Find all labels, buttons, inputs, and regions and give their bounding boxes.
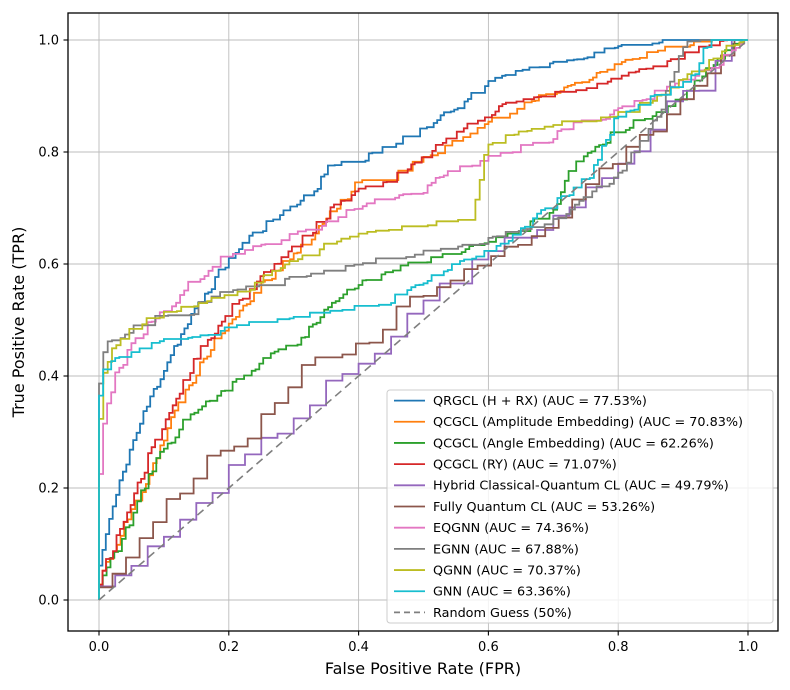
legend-label: QRGCL (H + RX) (AUC = 77.53%) — [433, 394, 647, 409]
roc-curve-egnn — [98, 39, 748, 600]
y-tick-label: 0.6 — [38, 258, 59, 273]
legend-item: Fully Quantum CL (AUC = 53.26%) — [394, 500, 655, 515]
x-tick-label: 0.2 — [218, 640, 239, 655]
legend-item: QCGCL (Amplitude Embedding) (AUC = 70.83… — [394, 415, 743, 430]
y-tick-label: 0.8 — [38, 146, 59, 161]
legend-label: EGNN (AUC = 67.88%) — [433, 542, 579, 557]
legend-label: Hybrid Classical-Quantum CL (AUC = 49.79… — [433, 479, 729, 494]
y-tick-label: 0.2 — [38, 482, 59, 497]
roc-curve-qcgcl-angle-embedding- — [98, 39, 748, 600]
roc-curve-gnn — [98, 39, 748, 600]
x-tick-label: 0.4 — [348, 640, 369, 655]
x-tick-label: 0.6 — [478, 640, 499, 655]
roc-curve-eqgnn — [98, 39, 748, 600]
legend-item: EQGNN (AUC = 74.36%) — [394, 521, 589, 536]
legend-label: EQGNN (AUC = 74.36%) — [433, 521, 589, 536]
roc-curve-qcgcl-amplitude-embedding- — [98, 39, 748, 600]
legend-item: QCGCL (RY) (AUC = 71.07%) — [394, 458, 617, 473]
x-tick-label: 1.0 — [738, 640, 759, 655]
y-tick-label: 0.4 — [38, 370, 59, 385]
legend-label: QCGCL (RY) (AUC = 71.07%) — [433, 458, 617, 473]
roc-curves — [98, 39, 749, 601]
x-axis-label: False Positive Rate (FPR) — [325, 659, 521, 678]
legend-item: QGNN (AUC = 70.37%) — [394, 563, 581, 578]
roc-curve-qgnn — [98, 39, 748, 600]
legend-label: QGNN (AUC = 70.37%) — [433, 563, 581, 578]
x-tick-label: 0.8 — [608, 640, 629, 655]
legend-label: QCGCL (Angle Embedding) (AUC = 62.26%) — [433, 436, 714, 451]
legend-item: GNN (AUC = 63.36%) — [394, 585, 571, 600]
legend-label: GNN (AUC = 63.36%) — [433, 585, 571, 600]
legend-item: Random Guess (50%) — [394, 606, 572, 621]
legend-item: Hybrid Classical-Quantum CL (AUC = 49.79… — [394, 479, 729, 494]
legend-label: Random Guess (50%) — [433, 606, 572, 621]
y-tick-label: 0.0 — [38, 594, 59, 609]
legend-item: EGNN (AUC = 67.88%) — [394, 542, 579, 557]
y-tick-label: 1.0 — [38, 34, 59, 49]
legend-item: QCGCL (Angle Embedding) (AUC = 62.26%) — [394, 436, 714, 451]
legend-box — [386, 389, 774, 624]
legend-item: QRGCL (H + RX) (AUC = 77.53%) — [394, 394, 647, 409]
x-tick-label: 0.0 — [89, 640, 110, 655]
legend-label: QCGCL (Amplitude Embedding) (AUC = 70.83… — [433, 415, 743, 430]
y-axis-label: True Positive Rate (TPR) — [9, 227, 28, 419]
legend-label: Fully Quantum CL (AUC = 53.26%) — [433, 500, 655, 515]
gridlines — [68, 13, 778, 631]
legend: QRGCL (H + RX) (AUC = 77.53%) QCGCL (Ampl… — [386, 389, 774, 624]
roc-curve-hybrid-classical-quantum-cl — [98, 39, 748, 600]
roc-curve-qcgcl-ry- — [98, 39, 748, 600]
axis-ticks: 0.0 0.0 0.2 0.2 0.4 0.4 0.6 0.6 0.8 0.8 1.0 1.0 — [38, 34, 758, 655]
plot-border — [67, 12, 779, 632]
